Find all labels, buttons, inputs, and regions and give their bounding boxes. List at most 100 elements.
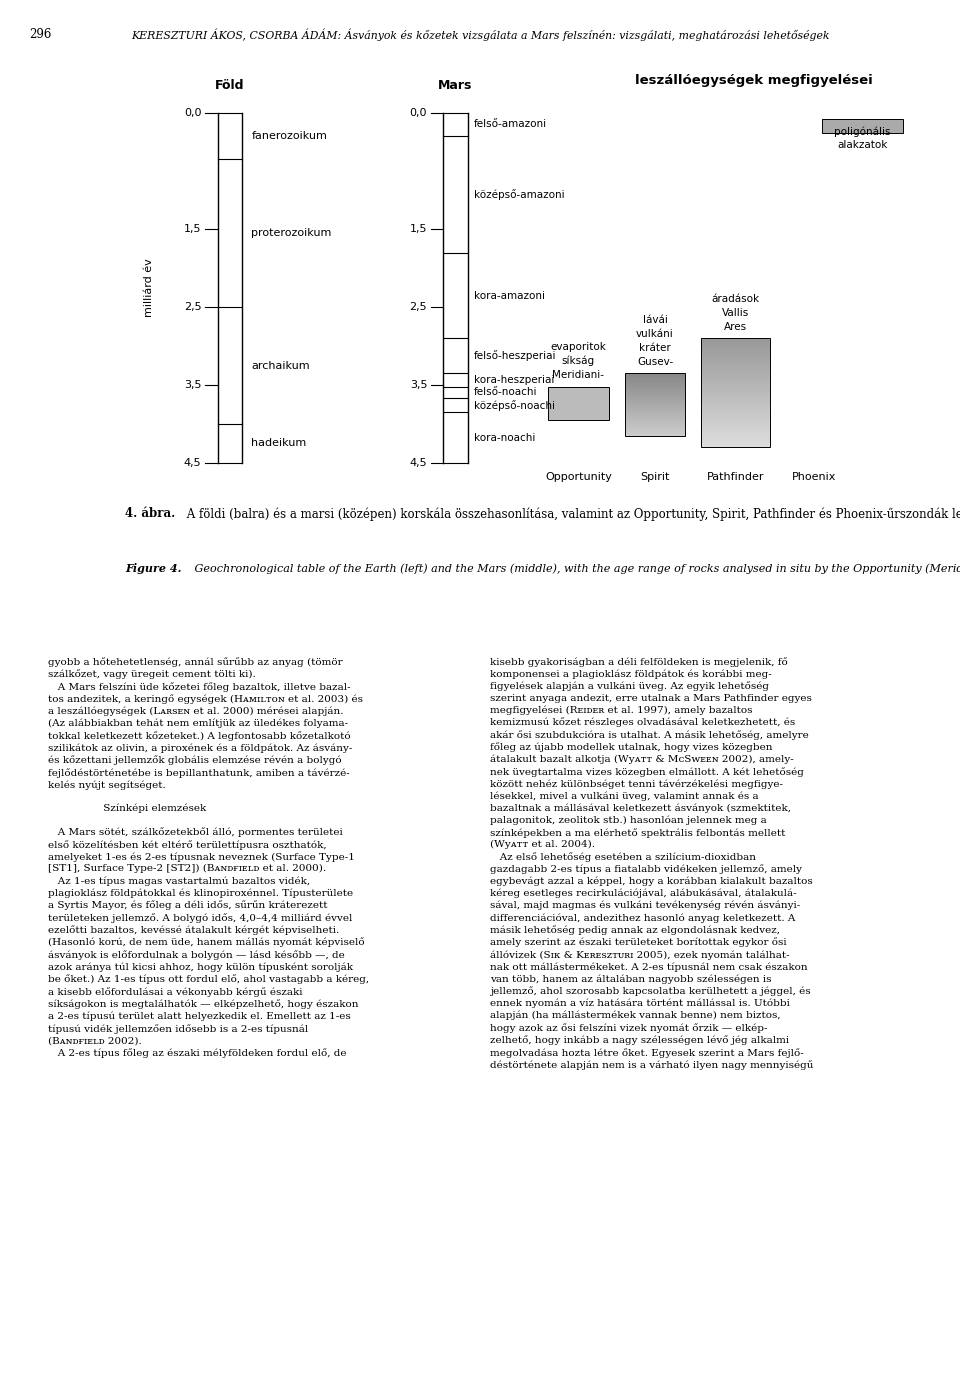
Bar bbox=[702, 440, 770, 443]
Bar bbox=[702, 377, 770, 380]
Bar bbox=[702, 376, 770, 377]
Bar bbox=[702, 382, 770, 384]
Text: Figure 4.: Figure 4. bbox=[125, 563, 181, 575]
Bar bbox=[702, 417, 770, 419]
Text: milliárd év: milliárd év bbox=[144, 259, 154, 317]
Text: síkság: síkság bbox=[562, 356, 595, 366]
Bar bbox=[702, 369, 770, 370]
Bar bbox=[702, 415, 770, 417]
Bar bbox=[702, 424, 770, 425]
Text: Meridiani-: Meridiani- bbox=[552, 370, 605, 380]
Bar bbox=[702, 445, 770, 447]
Bar bbox=[702, 410, 770, 412]
Bar bbox=[702, 419, 770, 421]
Bar bbox=[702, 366, 770, 369]
Text: 1,5: 1,5 bbox=[184, 225, 202, 235]
Bar bbox=[702, 338, 770, 341]
Text: 2,5: 2,5 bbox=[183, 302, 202, 312]
Bar bbox=[702, 345, 770, 347]
Text: leszállóegységek megfigyelései: leszállóegységek megfigyelései bbox=[635, 74, 873, 87]
Text: áradások: áradások bbox=[711, 294, 759, 305]
Bar bbox=[702, 351, 770, 354]
Bar bbox=[702, 380, 770, 382]
Bar bbox=[702, 436, 770, 439]
Bar bbox=[702, 390, 770, 393]
Bar bbox=[702, 404, 770, 405]
Bar bbox=[702, 396, 770, 397]
Bar bbox=[702, 397, 770, 400]
Text: hadeikum: hadeikum bbox=[252, 439, 306, 449]
Bar bbox=[702, 384, 770, 386]
Text: Gusev-: Gusev- bbox=[636, 356, 673, 368]
Text: 0,0: 0,0 bbox=[184, 108, 202, 117]
Text: kora-noachi: kora-noachi bbox=[474, 432, 536, 443]
Text: középső-noachi: középső-noachi bbox=[474, 400, 555, 411]
Bar bbox=[702, 361, 770, 362]
Bar bbox=[702, 439, 770, 440]
Bar bbox=[702, 338, 770, 447]
Text: fanerozoikum: fanerozoikum bbox=[252, 131, 327, 141]
Bar bbox=[702, 365, 770, 366]
Bar bbox=[702, 354, 770, 355]
Text: gyobb a hőtehetetlenség, annál sűrűbb az anyag (tömör
szálkőzet, vagy üregeit ce: gyobb a hőtehetetlenség, annál sűrűbb az… bbox=[48, 657, 370, 1057]
Text: 4,5: 4,5 bbox=[410, 459, 427, 468]
Text: kora-heszperiai: kora-heszperiai bbox=[474, 375, 554, 384]
Text: archaikum: archaikum bbox=[252, 361, 310, 370]
Bar bbox=[548, 387, 609, 419]
Text: Phoenix: Phoenix bbox=[792, 473, 836, 482]
Bar bbox=[625, 373, 685, 436]
Bar bbox=[702, 386, 770, 389]
Text: lávái: lávái bbox=[642, 315, 667, 326]
Text: felső-noachi: felső-noachi bbox=[474, 387, 538, 397]
Bar bbox=[702, 355, 770, 358]
Bar bbox=[702, 408, 770, 410]
Text: A földi (balra) és a marsi (középen) korskála összehasonlítása, valamint az Oppo: A földi (balra) és a marsi (középen) kor… bbox=[182, 507, 960, 521]
Bar bbox=[702, 343, 770, 345]
Text: felső-heszperiai: felső-heszperiai bbox=[474, 351, 557, 361]
Bar bbox=[702, 393, 770, 396]
Text: felső-amazoni: felső-amazoni bbox=[474, 119, 547, 130]
Text: kráter: kráter bbox=[639, 343, 671, 354]
Bar bbox=[702, 412, 770, 415]
Bar bbox=[702, 358, 770, 361]
Bar bbox=[823, 119, 903, 133]
Text: vulkáni: vulkáni bbox=[636, 329, 674, 340]
Bar bbox=[702, 389, 770, 390]
Text: Spirit: Spirit bbox=[640, 473, 670, 482]
Text: 3,5: 3,5 bbox=[184, 380, 202, 390]
Bar bbox=[702, 400, 770, 401]
Text: alakzatok: alakzatok bbox=[837, 140, 888, 150]
Bar bbox=[702, 373, 770, 376]
Text: középső-amazoni: középső-amazoni bbox=[474, 189, 564, 200]
Text: Opportunity: Opportunity bbox=[545, 473, 612, 482]
Bar bbox=[702, 435, 770, 436]
Text: kora-amazoni: kora-amazoni bbox=[474, 291, 545, 301]
Bar bbox=[702, 347, 770, 350]
Bar bbox=[702, 443, 770, 445]
Bar bbox=[702, 341, 770, 343]
Bar bbox=[702, 432, 770, 435]
Text: proterozoikum: proterozoikum bbox=[252, 228, 332, 238]
Bar bbox=[702, 405, 770, 408]
Bar bbox=[702, 428, 770, 429]
Bar bbox=[702, 425, 770, 428]
Text: 4. ábra.: 4. ábra. bbox=[125, 507, 175, 520]
Text: 4,5: 4,5 bbox=[183, 459, 202, 468]
Text: 3,5: 3,5 bbox=[410, 380, 427, 390]
Text: Föld: Föld bbox=[215, 78, 245, 92]
Text: Vallis: Vallis bbox=[722, 308, 749, 319]
Text: evaporitok: evaporitok bbox=[550, 343, 607, 352]
Bar bbox=[702, 362, 770, 365]
Text: 2,5: 2,5 bbox=[410, 302, 427, 312]
Text: Ares: Ares bbox=[724, 322, 747, 333]
Bar bbox=[702, 421, 770, 424]
Text: poligónális: poligónális bbox=[834, 126, 891, 137]
Bar bbox=[702, 350, 770, 351]
Bar bbox=[702, 401, 770, 404]
Text: Mars: Mars bbox=[438, 78, 472, 92]
Text: Geochronological table of the Earth (left) and the Mars (middle), with the age r: Geochronological table of the Earth (lef… bbox=[191, 563, 960, 575]
Text: Pathfinder: Pathfinder bbox=[707, 473, 764, 482]
Bar bbox=[702, 429, 770, 432]
Text: 296: 296 bbox=[29, 28, 51, 41]
Text: kisebb gyakoriságban a déli felföldeken is megjelenik, fő
komponensei a plagiokl: kisebb gyakoriságban a déli felföldeken … bbox=[490, 657, 813, 1069]
